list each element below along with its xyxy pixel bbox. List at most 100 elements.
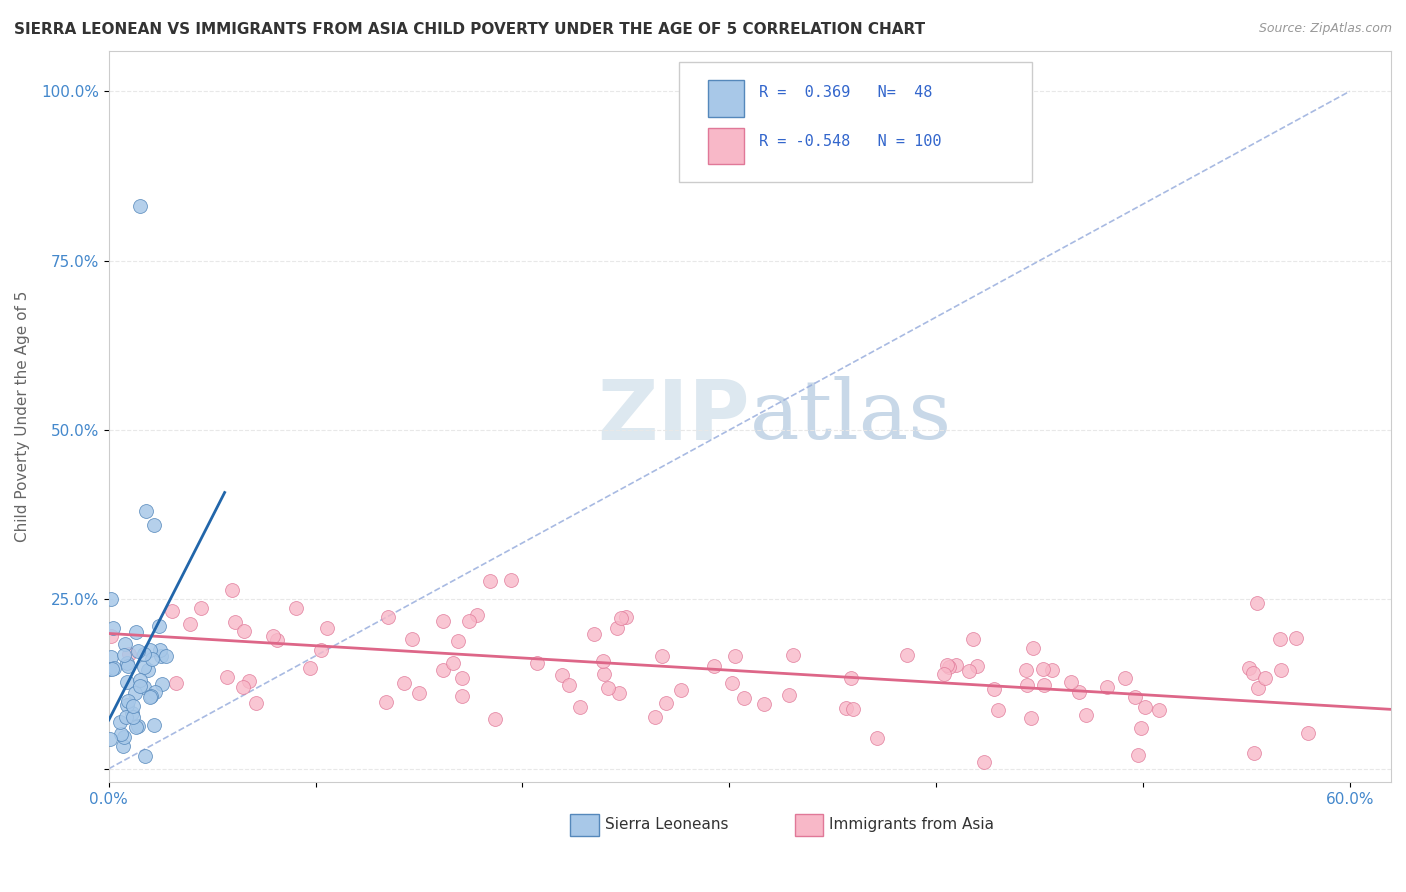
Point (309, 643, 332, 657)
Point (451, 671, 474, 685)
Point (866, 731, 889, 745)
Point (139, 689, 162, 703)
Point (1135, 699, 1157, 714)
Point (115, 674, 138, 689)
Point (262, 629, 284, 643)
Point (232, 680, 254, 694)
Point (935, 657, 957, 672)
Point (142, 718, 165, 732)
Point (217, 670, 239, 684)
Point (551, 668, 574, 682)
FancyBboxPatch shape (679, 62, 1032, 182)
Point (100, 630, 122, 644)
Text: Immigrants from Asia: Immigrants from Asia (830, 817, 994, 832)
Point (121, 706, 143, 721)
Point (139, 643, 162, 657)
Bar (794, 814, 823, 836)
Point (1032, 662, 1054, 676)
Point (221, 582, 243, 597)
Point (582, 627, 605, 641)
Point (896, 648, 918, 662)
Point (135, 504, 157, 518)
Point (134, 647, 156, 661)
Point (432, 663, 454, 677)
Point (655, 697, 678, 711)
Point (835, 701, 858, 715)
Point (238, 673, 260, 688)
Point (101, 662, 124, 676)
Point (134, 681, 156, 695)
Point (1130, 721, 1153, 735)
Point (973, 755, 995, 769)
Point (592, 666, 614, 681)
Y-axis label: Child Poverty Under the Age of 5: Child Poverty Under the Age of 5 (15, 291, 30, 542)
Point (114, 710, 136, 724)
Bar (571, 814, 599, 836)
Point (1296, 725, 1319, 739)
Point (450, 690, 472, 704)
Point (190, 600, 212, 615)
Point (160, 604, 183, 618)
Point (112, 739, 135, 753)
Point (945, 657, 967, 672)
Text: Sierra Leoneans: Sierra Leoneans (605, 817, 728, 832)
Point (375, 695, 398, 709)
Point (669, 683, 692, 698)
Point (150, 649, 173, 664)
Point (98, 662, 121, 676)
Point (100, 592, 122, 607)
Point (124, 686, 146, 700)
Point (103, 621, 125, 635)
Point (1015, 678, 1038, 692)
Point (316, 621, 339, 635)
Point (1067, 685, 1090, 699)
Point (782, 648, 804, 663)
Point (501, 573, 523, 587)
Point (149, 642, 172, 657)
Point (607, 686, 630, 700)
Point (1015, 663, 1038, 677)
Point (124, 625, 146, 640)
Point (1246, 596, 1268, 610)
Point (1147, 702, 1170, 716)
Point (966, 659, 988, 673)
Point (957, 664, 980, 678)
Point (1114, 671, 1136, 685)
Point (1239, 660, 1261, 674)
Point (606, 621, 628, 635)
Text: R =  0.369   N=  48: R = 0.369 N= 48 (759, 85, 932, 100)
Point (155, 649, 177, 664)
Point (408, 686, 430, 700)
Point (139, 690, 162, 705)
Point (1247, 681, 1270, 696)
Point (1241, 665, 1264, 680)
Point (983, 682, 1005, 697)
Point (839, 672, 862, 686)
Point (987, 703, 1010, 717)
Point (568, 699, 591, 714)
Point (614, 610, 637, 624)
Point (1126, 748, 1149, 763)
Point (136, 663, 159, 677)
Point (122, 709, 145, 723)
Point (432, 614, 454, 628)
Point (103, 661, 125, 675)
Point (724, 649, 747, 664)
Point (98, 732, 121, 747)
Point (592, 655, 614, 669)
Point (934, 666, 956, 681)
Point (1123, 690, 1146, 705)
Point (441, 657, 464, 671)
Point (526, 657, 548, 671)
Point (117, 659, 139, 673)
Text: SIERRA LEONEAN VS IMMIGRANTS FROM ASIA CHILD POVERTY UNDER THE AGE OF 5 CORRELAT: SIERRA LEONEAN VS IMMIGRANTS FROM ASIA C… (14, 22, 925, 37)
Point (703, 658, 725, 673)
Point (129, 673, 152, 687)
Point (596, 681, 619, 696)
Point (1243, 747, 1265, 761)
Point (110, 727, 132, 741)
Point (1022, 641, 1045, 656)
Point (557, 678, 579, 692)
Text: atlas: atlas (749, 376, 952, 457)
Point (609, 611, 631, 625)
